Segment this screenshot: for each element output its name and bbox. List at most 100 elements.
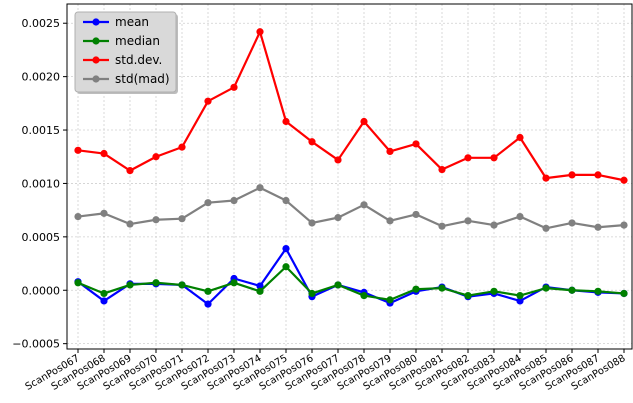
data-point-std-mad: [412, 210, 420, 219]
data-point-mean: [516, 297, 524, 305]
data-point-mean: [204, 300, 212, 308]
data-point-std-mad: [386, 217, 394, 225]
data-point-median: [178, 281, 186, 289]
data-point-median: [620, 289, 628, 298]
legend-label-std-mad: std(mad): [115, 72, 170, 86]
data-point-median: [308, 289, 316, 298]
y-tick-label: 0.0020: [22, 71, 61, 84]
data-point-std-mad: [594, 223, 602, 231]
data-point-std-mad: [100, 209, 108, 217]
data-point-std-mad: [256, 184, 264, 192]
data-point-median: [360, 291, 368, 300]
y-tick-label: 0.0000: [22, 284, 61, 297]
data-point-std-dev: [438, 165, 446, 174]
data-point-median: [230, 279, 238, 287]
legend-item-std-dev: std.dev.: [83, 53, 162, 67]
data-point-std-dev: [542, 174, 550, 182]
data-point-std-dev: [620, 176, 628, 184]
legend-box: [74, 11, 177, 93]
data-point-median: [464, 291, 472, 300]
data-point-std-dev: [334, 156, 342, 164]
data-point-median: [152, 279, 160, 287]
data-point-std-mad: [490, 221, 498, 229]
data-point-median: [126, 281, 134, 289]
data-point-std-mad: [230, 196, 238, 205]
data-point-median: [74, 279, 82, 287]
series-line-std-dev: [77, 30, 625, 182]
data-point-median: [282, 263, 290, 271]
legend-marker-std-mad: [92, 75, 100, 83]
data-point-mean: [282, 244, 290, 253]
data-point-median: [100, 289, 108, 298]
data-point-median: [568, 286, 576, 294]
data-point-median: [542, 284, 550, 292]
data-point-std-mad: [620, 221, 628, 229]
data-point-std-dev: [282, 117, 290, 126]
data-point-median: [594, 287, 602, 295]
legend-item-std-mad: std(mad): [83, 72, 170, 86]
data-point-std-dev: [360, 117, 368, 126]
legend-item-mean: mean: [83, 15, 149, 29]
data-point-std-dev: [594, 171, 602, 179]
legend-marker-std-dev: [92, 56, 100, 64]
series-std-dev: [74, 28, 628, 184]
data-point-std-dev: [464, 154, 472, 162]
data-point-std-dev: [308, 138, 316, 146]
data-point-std-dev: [74, 146, 82, 154]
data-point-median: [412, 285, 420, 293]
data-point-std-mad: [464, 217, 472, 225]
data-point-std-mad: [516, 212, 524, 221]
series-std-mad: [74, 184, 628, 232]
data-point-median: [256, 287, 264, 295]
data-point-std-mad: [542, 224, 550, 232]
data-point-std-mad: [308, 219, 316, 227]
data-point-std-dev: [568, 171, 576, 179]
data-point-std-dev: [178, 143, 186, 151]
data-point-median: [438, 284, 446, 292]
data-point-std-dev: [386, 147, 394, 155]
data-point-median: [334, 281, 342, 289]
legend-label-std-dev: std.dev.: [115, 53, 162, 67]
legend-label-median: median: [115, 34, 160, 48]
legend: mean median std.dev. std(mad): [74, 11, 178, 94]
data-point-std-mad: [438, 222, 446, 230]
data-point-std-mad: [204, 199, 212, 207]
plot-frame: [66, 3, 633, 350]
y-tick-label: −0.0005: [12, 338, 60, 351]
series-median: [74, 263, 628, 304]
data-point-median: [204, 287, 212, 295]
y-tick-label: 0.0015: [22, 124, 61, 137]
data-point-std-mad: [360, 201, 368, 209]
data-point-std-mad: [126, 220, 134, 228]
legend-marker-mean: [92, 18, 100, 26]
data-point-std-dev: [152, 153, 160, 161]
data-point-std-mad: [74, 212, 82, 221]
data-point-std-mad: [334, 214, 342, 222]
y-tick-label: 0.0005: [22, 231, 61, 244]
data-point-std-dev: [256, 28, 264, 36]
data-point-std-dev: [230, 83, 238, 91]
data-point-median: [386, 296, 394, 304]
y-tick-label: 0.0025: [22, 17, 61, 30]
data-point-std-dev: [100, 149, 108, 158]
data-point-std-dev: [412, 140, 420, 148]
data-point-median: [516, 291, 524, 300]
data-point-std-dev: [126, 167, 134, 175]
data-point-std-mad: [282, 196, 290, 205]
series-line-median: [77, 265, 625, 301]
y-tick-label: 0.0010: [22, 177, 61, 190]
data-point-std-mad: [568, 219, 576, 227]
series-line-std-mad: [77, 186, 625, 230]
data-point-std-dev: [516, 133, 524, 142]
data-point-std-mad: [152, 216, 160, 224]
legend-marker-median: [92, 37, 100, 45]
data-point-std-dev: [204, 97, 212, 105]
legend-item-median: median: [83, 34, 160, 48]
data-point-mean: [100, 297, 108, 305]
series-group: [74, 28, 628, 308]
data-point-median: [490, 287, 498, 295]
data-point-std-dev: [490, 154, 498, 162]
legend-label-mean: mean: [115, 15, 149, 29]
data-point-mean: [256, 282, 264, 290]
